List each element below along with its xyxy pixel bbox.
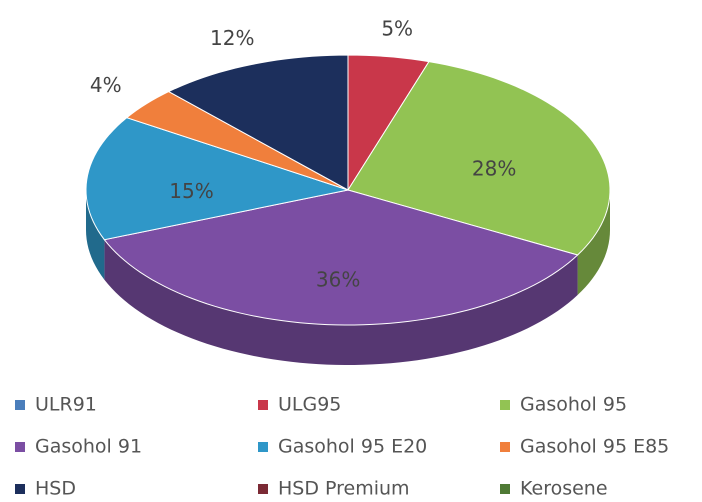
- data-label: 36%: [316, 267, 360, 291]
- legend-swatch: [15, 442, 25, 452]
- data-label: 5%: [381, 16, 413, 40]
- legend-swatch: [258, 442, 268, 452]
- data-label: 4%: [90, 73, 122, 97]
- data-label: 15%: [169, 179, 213, 203]
- legend-swatch: [258, 400, 268, 410]
- legend-swatch: [258, 484, 268, 494]
- slice-side: [86, 190, 105, 280]
- legend-label: HSD: [35, 478, 76, 500]
- legend-label: HSD Premium: [278, 478, 410, 500]
- legend-label: ULR91: [35, 394, 97, 416]
- legend-swatch: [500, 442, 510, 452]
- slice-side: [577, 190, 610, 296]
- slice-side: [104, 239, 578, 365]
- legend-swatch: [500, 484, 510, 494]
- slice: [347, 54, 430, 192]
- legend-label: ULG95: [278, 394, 341, 416]
- data-label: 12%: [210, 26, 254, 50]
- legend-label: Gasohol 95 E20: [278, 436, 427, 458]
- legend-swatch: [15, 484, 25, 494]
- data-label: 28%: [472, 157, 516, 181]
- slice: [85, 117, 350, 241]
- slice: [125, 91, 349, 191]
- slice: [167, 54, 349, 191]
- legend-label: Kerosene: [520, 478, 608, 500]
- slice: [103, 189, 579, 326]
- legend-label: Gasohol 95 E85: [520, 436, 669, 458]
- slice: [347, 61, 611, 256]
- legend-label: Gasohol 91: [35, 436, 142, 458]
- legend-swatch: [500, 400, 510, 410]
- legend-swatch: [15, 400, 25, 410]
- legend-label: Gasohol 95: [520, 394, 627, 416]
